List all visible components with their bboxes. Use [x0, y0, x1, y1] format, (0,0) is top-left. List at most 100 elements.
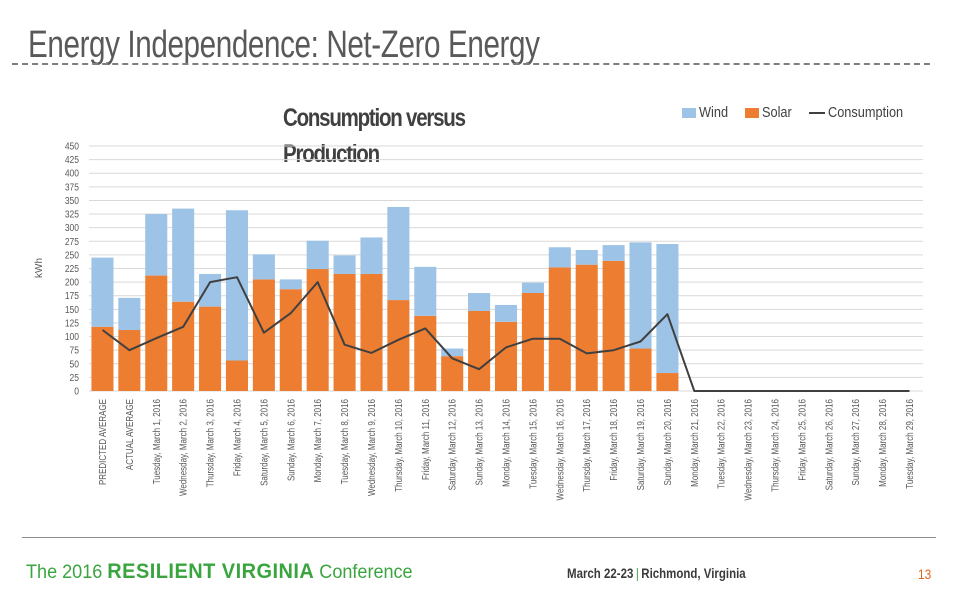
x-tick-label: Wednesday, March 23, 2016 — [743, 399, 754, 500]
bar-solar — [468, 310, 491, 391]
y-axis: 0 25 50 75 100 125 150 175 200 225 250 275 300 325 350… — [65, 141, 79, 397]
y-tick-label: 225 — [65, 263, 79, 274]
bar-solar — [360, 273, 383, 391]
y-tick-label: 75 — [70, 345, 79, 356]
chart-legend: Wind Solar Consumption — [682, 104, 917, 121]
bar-wind — [306, 240, 329, 270]
conference-brand: The 2016 RESILIENT VIRGINIA Conference — [26, 560, 413, 584]
legend-item-wind: Wind — [682, 104, 733, 121]
x-tick-label: Monday, March 14, 2016 — [501, 399, 512, 487]
y-tick-label: 425 — [65, 154, 79, 165]
title-divider — [12, 63, 930, 65]
consumption-line-group — [101, 276, 910, 392]
x-tick-label: Tuesday, March 8, 2016 — [339, 399, 350, 484]
x-tick-label: Monday, March 28, 2016 — [877, 399, 888, 487]
bar-solar — [629, 348, 652, 391]
bar-wind — [629, 242, 652, 349]
x-tick-label: Friday, March 11, 2016 — [420, 399, 431, 480]
bar-wind — [602, 245, 625, 261]
x-tick-label: Saturday, March 26, 2016 — [823, 399, 834, 490]
bar-wind — [441, 348, 464, 357]
bar-solar — [494, 321, 518, 391]
brand-suffix: Conference — [319, 562, 413, 583]
page-number: 13 — [918, 566, 932, 582]
y-tick-label: 175 — [65, 291, 79, 302]
y-tick-label: 300 — [65, 223, 79, 234]
bar-wind — [91, 257, 114, 327]
brand-prefix: The 2016 — [26, 562, 103, 583]
y-tick-label: 375 — [65, 182, 79, 193]
bar-wind — [414, 266, 437, 316]
y-tick-label: 275 — [65, 236, 79, 247]
consumption-line-icon — [809, 111, 826, 114]
bar-wind — [521, 282, 544, 293]
x-tick-label: Tuesday, March 22, 2016 — [716, 399, 727, 489]
bar-wind — [575, 249, 598, 265]
bar-wind — [199, 273, 222, 307]
x-tick-label: PREDICTED AVERAGE — [97, 399, 108, 485]
x-tick-label: Tuesday, March 15, 2016 — [528, 399, 539, 489]
conference-location: Richmond, Virginia — [641, 565, 746, 581]
y-tick-label: 0 — [74, 386, 79, 397]
x-tick-label: Sunday, March 27, 2016 — [850, 399, 861, 485]
bar-wind — [145, 214, 168, 276]
y-tick-label: 450 — [65, 141, 79, 152]
bar-solar — [172, 301, 195, 391]
x-tick-label: Friday, March 18, 2016 — [608, 399, 619, 481]
bar-solar — [91, 326, 114, 391]
x-tick-label: Tuesday, March 1, 2016 — [151, 399, 162, 484]
y-tick-label: 400 — [65, 168, 79, 179]
legend-label-wind: Wind — [699, 104, 729, 121]
bar-solar — [575, 264, 598, 391]
bar-wind — [279, 279, 302, 290]
x-tick-label: Sunday, March 6, 2016 — [285, 399, 296, 481]
footer-separator: | — [635, 565, 639, 581]
bar-solar — [521, 293, 544, 391]
consumption-line — [101, 276, 910, 392]
chart-title-line-1: Consumption versus — [283, 104, 466, 132]
legend-label-consumption: Consumption — [828, 104, 904, 121]
x-tick-label: Thursday, March 17, 2016 — [581, 399, 592, 492]
x-tick-label: Wednesday, March 9, 2016 — [366, 399, 377, 496]
bar-wind — [252, 254, 275, 280]
bar-solar — [414, 315, 437, 391]
legend-label-solar: Solar — [762, 104, 792, 121]
bar-solar — [548, 267, 571, 391]
x-tick-label: Thursday, March 3, 2016 — [205, 399, 216, 487]
chart-title: Consumption versus Production — [283, 100, 466, 172]
x-tick-label: Tuesday, March 29, 2016 — [904, 399, 915, 489]
conference-date: March 22-23 — [567, 565, 634, 581]
bar-solar — [199, 306, 222, 391]
bar-solar — [252, 279, 275, 391]
bar-wind — [468, 293, 491, 311]
bar-solar — [333, 273, 356, 391]
y-tick-label: 125 — [65, 318, 79, 329]
y-tick-label: 100 — [65, 331, 79, 342]
bar-wind — [656, 244, 679, 374]
bar-solar — [602, 260, 625, 391]
x-axis: PREDICTED AVERAGE ACTUAL AVERAGE Tuesday, … — [97, 399, 915, 500]
bar-wind — [494, 304, 518, 322]
bar-solar — [387, 300, 410, 391]
x-tick-label: Thursday, March 10, 2016 — [393, 399, 404, 492]
bar-solar — [306, 269, 329, 391]
x-tick-label: Sunday, March 20, 2016 — [662, 399, 673, 485]
x-tick-label: Monday, March 7, 2016 — [312, 399, 323, 482]
bar-solar — [441, 356, 464, 391]
bars — [91, 206, 679, 391]
bar-wind — [360, 237, 383, 274]
footer-divider — [22, 537, 936, 538]
bar-solar — [225, 360, 248, 391]
x-tick-label: Wednesday, March 2, 2016 — [178, 399, 189, 496]
x-tick-label: Sunday, March 13, 2016 — [474, 399, 485, 485]
bar-wind — [118, 297, 141, 331]
y-tick-label: 325 — [65, 209, 79, 220]
legend-item-consumption: Consumption — [809, 104, 916, 121]
y-tick-label: 150 — [65, 304, 79, 315]
bar-wind — [172, 208, 195, 302]
x-tick-label: Wednesday, March 16, 2016 — [554, 399, 565, 500]
y-tick-label: 250 — [65, 250, 79, 261]
bar-wind — [387, 206, 410, 301]
x-tick-label: Friday, March 4, 2016 — [232, 399, 243, 476]
